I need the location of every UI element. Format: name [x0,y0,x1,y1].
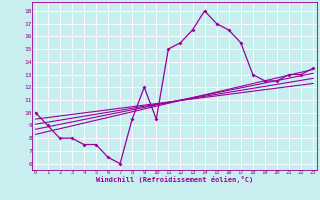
X-axis label: Windchill (Refroidissement éolien,°C): Windchill (Refroidissement éolien,°C) [96,176,253,183]
